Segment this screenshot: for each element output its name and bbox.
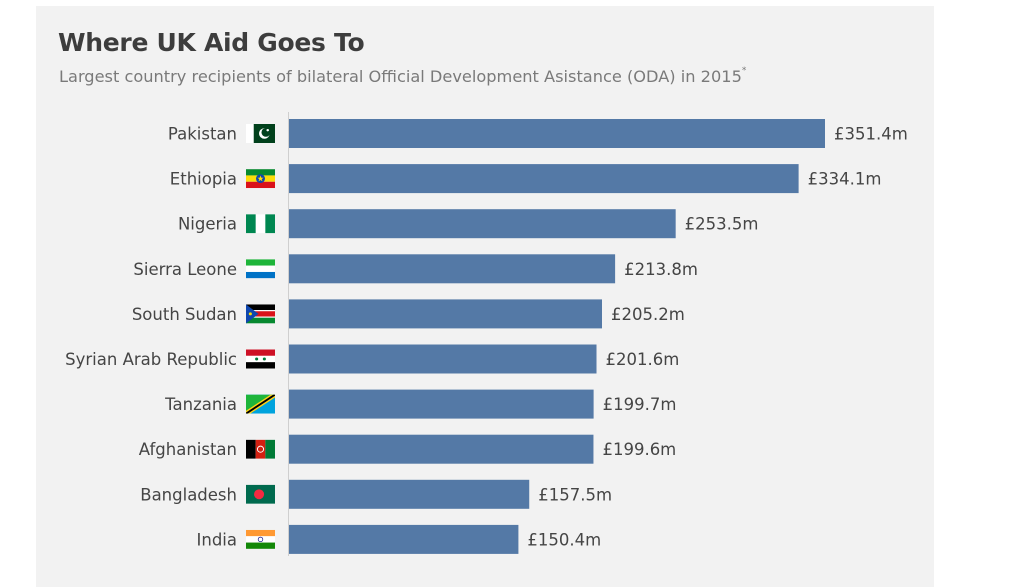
category-label-south-sudan: South Sudan xyxy=(132,305,237,324)
value-label-india: £150.4m xyxy=(527,530,601,549)
bar-bangladesh xyxy=(289,479,530,509)
value-label-sierra-leone: £213.8m xyxy=(624,260,698,279)
tanzania-flag-icon xyxy=(246,394,275,414)
bangladesh-flag-icon xyxy=(246,484,275,504)
value-label-tanzania: £199.7m xyxy=(603,395,677,414)
subtitle-text: Largest country recipients of bilateral … xyxy=(59,67,742,86)
syria-flag-icon xyxy=(246,349,275,369)
sierra-leone-flag-icon xyxy=(246,259,275,279)
india-flag-icon xyxy=(246,529,275,549)
category-label-nigeria: Nigeria xyxy=(178,215,237,234)
bar-pakistan xyxy=(289,119,825,148)
chart-title: Where UK Aid Goes To xyxy=(58,28,365,57)
category-label-pakistan: Pakistan xyxy=(168,125,237,144)
value-label-ethiopia: £334.1m xyxy=(808,170,882,189)
bar-sierra-leone xyxy=(289,254,616,284)
bar-ethiopia xyxy=(289,164,799,194)
category-label-india: India xyxy=(197,530,238,549)
value-label-south-sudan: £205.2m xyxy=(611,305,685,324)
value-label-nigeria: £253.5m xyxy=(685,215,759,234)
pakistan-flag-icon xyxy=(246,124,275,143)
category-label-tanzania: Tanzania xyxy=(164,395,237,414)
bar-south-sudan xyxy=(289,299,602,329)
category-label-afghanistan: Afghanistan xyxy=(139,440,237,459)
bar-nigeria xyxy=(289,209,676,239)
south-sudan-flag-icon xyxy=(246,304,275,324)
value-label-syrian-arab-republic: £201.6m xyxy=(606,350,680,369)
ethiopia-flag-icon xyxy=(246,169,275,189)
value-label-pakistan: £351.4m xyxy=(834,125,908,144)
bar-tanzania xyxy=(289,389,594,419)
value-label-afghanistan: £199.6m xyxy=(602,440,676,459)
subtitle-footnote-marker: * xyxy=(741,66,747,76)
category-label-ethiopia: Ethiopia xyxy=(170,170,237,189)
bar-syrian-arab-republic xyxy=(289,344,597,374)
bar-afghanistan xyxy=(289,434,594,464)
chart-subtitle: Largest country recipients of bilateral … xyxy=(59,66,747,86)
afghanistan-flag-icon xyxy=(246,439,275,459)
bar-india xyxy=(289,524,519,554)
category-label-syrian-arab-republic: Syrian Arab Republic xyxy=(65,350,237,369)
category-label-sierra-leone: Sierra Leone xyxy=(133,260,237,279)
category-label-bangladesh: Bangladesh xyxy=(140,485,237,504)
value-label-bangladesh: £157.5m xyxy=(538,485,612,504)
nigeria-flag-icon xyxy=(246,214,275,234)
